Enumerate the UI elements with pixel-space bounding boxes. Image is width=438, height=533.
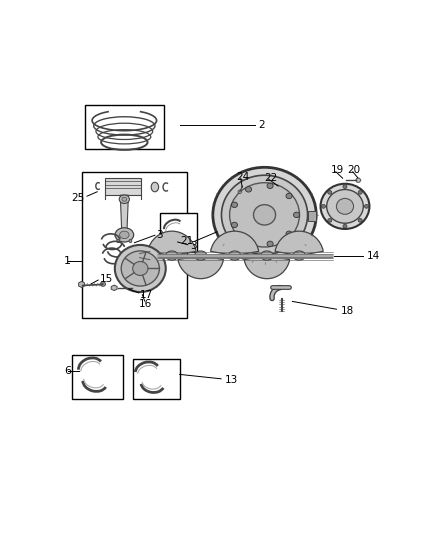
Ellipse shape [229,251,241,260]
Text: 22: 22 [264,173,277,183]
Text: 3: 3 [156,230,162,240]
Ellipse shape [129,239,132,243]
FancyBboxPatch shape [105,177,141,195]
Ellipse shape [321,184,369,229]
Text: 14: 14 [367,251,380,261]
Ellipse shape [133,262,148,276]
Bar [85,104,164,149]
Polygon shape [79,281,85,287]
Text: 3: 3 [190,241,197,251]
Ellipse shape [364,205,368,208]
Text: 21: 21 [180,236,193,246]
Ellipse shape [261,251,273,260]
Polygon shape [356,178,361,182]
Polygon shape [120,195,128,229]
Ellipse shape [120,231,129,239]
Ellipse shape [254,205,276,225]
Ellipse shape [230,183,300,247]
Text: 17: 17 [140,290,154,300]
Ellipse shape [358,219,362,222]
Text: 24: 24 [237,172,250,182]
Ellipse shape [286,193,292,199]
Polygon shape [111,285,117,290]
Ellipse shape [213,167,316,262]
Ellipse shape [328,219,332,222]
Ellipse shape [100,282,106,286]
Wedge shape [178,256,223,279]
Ellipse shape [222,175,307,254]
Text: 2: 2 [258,120,265,130]
Ellipse shape [245,238,251,243]
Ellipse shape [328,190,332,194]
Ellipse shape [121,251,159,286]
Ellipse shape [293,212,300,217]
Text: 15: 15 [99,274,113,284]
Ellipse shape [358,190,362,194]
Text: 19: 19 [331,165,344,175]
Ellipse shape [166,251,178,260]
Ellipse shape [151,182,159,192]
Ellipse shape [238,190,241,193]
Ellipse shape [102,283,104,285]
Text: 18: 18 [341,305,354,316]
Text: 6: 6 [64,366,71,376]
Ellipse shape [119,195,130,204]
Ellipse shape [293,251,305,260]
Ellipse shape [321,205,325,208]
Bar [81,172,187,318]
Ellipse shape [231,222,237,228]
Ellipse shape [117,239,120,243]
Wedge shape [275,231,323,256]
Text: 1: 1 [64,256,71,265]
Ellipse shape [115,245,166,292]
Text: 16: 16 [139,299,152,309]
Ellipse shape [286,231,292,237]
Ellipse shape [231,202,237,207]
Ellipse shape [267,183,273,189]
Bar [72,354,123,399]
Ellipse shape [336,198,353,214]
Ellipse shape [343,224,347,228]
Ellipse shape [115,228,134,242]
Wedge shape [148,231,196,256]
Ellipse shape [122,197,127,201]
Text: 20: 20 [348,165,361,175]
Ellipse shape [267,241,273,247]
Bar [133,359,180,399]
Wedge shape [211,231,259,256]
Ellipse shape [343,185,347,189]
Wedge shape [244,256,290,279]
Ellipse shape [327,190,363,223]
Ellipse shape [245,187,251,192]
FancyBboxPatch shape [308,212,316,221]
Ellipse shape [194,251,207,260]
Ellipse shape [148,251,159,260]
Bar [160,213,197,252]
Text: 13: 13 [225,375,238,385]
Text: 25: 25 [71,193,85,203]
